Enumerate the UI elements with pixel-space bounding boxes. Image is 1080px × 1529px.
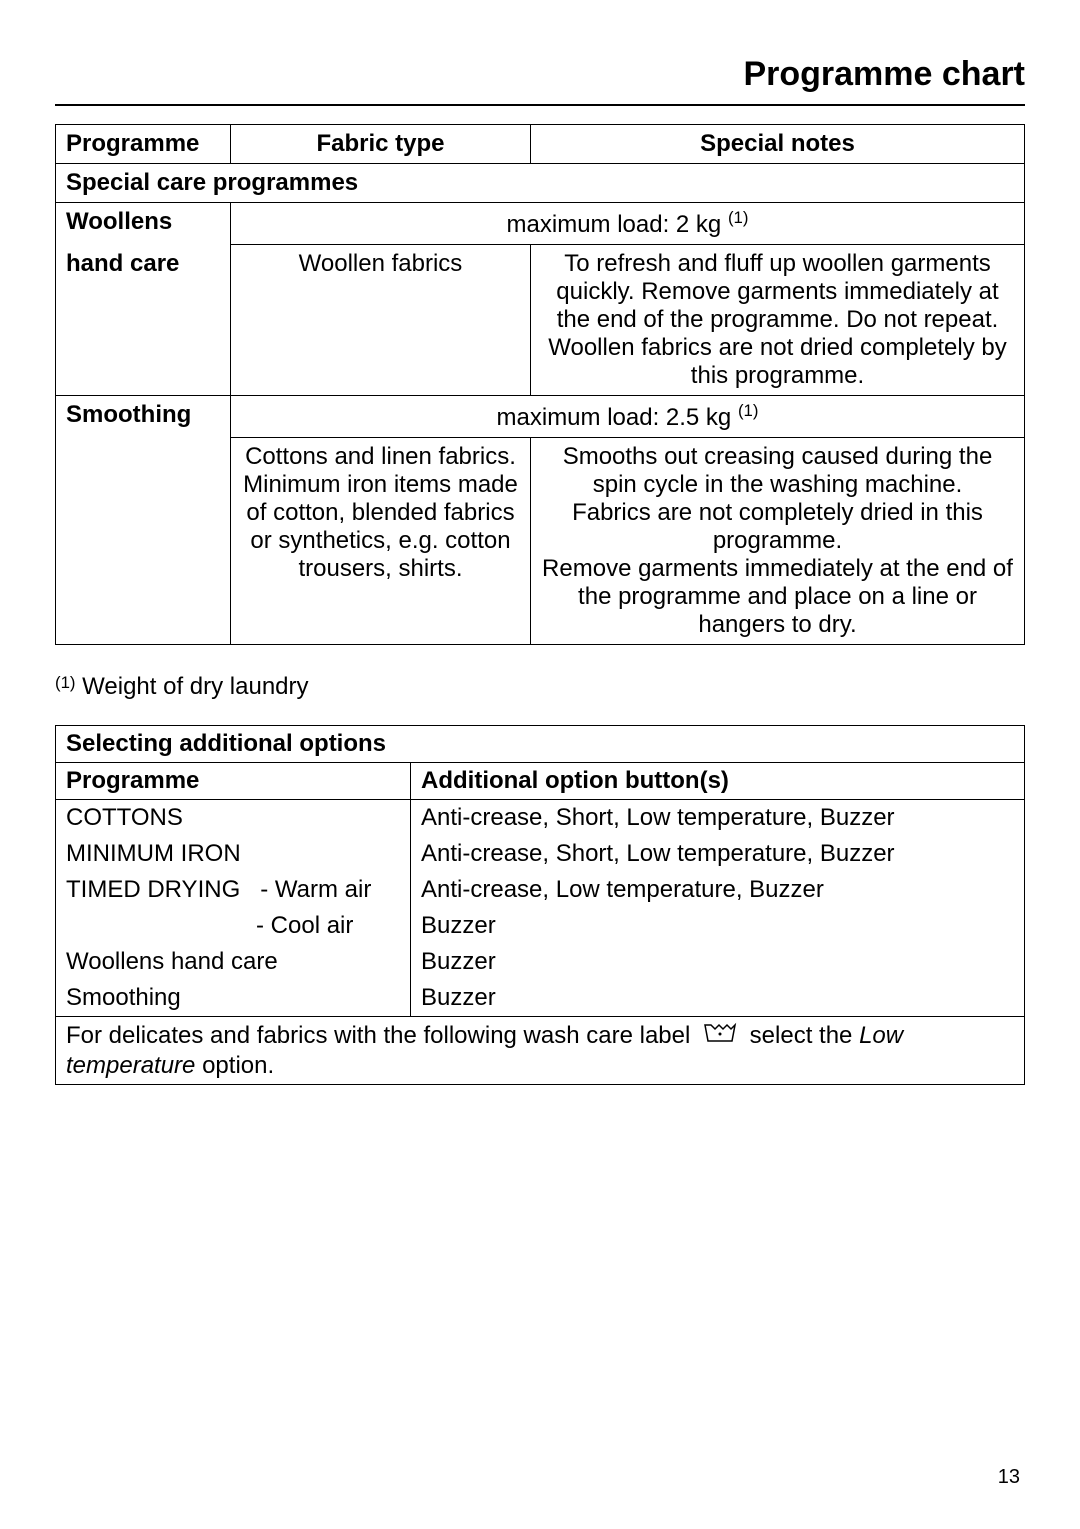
table-row: Smoothing (56, 980, 411, 1017)
table-row: Anti-crease, Short, Low temperature, Buz… (411, 836, 1025, 872)
max-load: maximum load: 2 kg (1) (231, 203, 1025, 245)
table-row: Buzzer (411, 908, 1025, 944)
max-load: maximum load: 2.5 kg (1) (231, 396, 1025, 438)
col-header-programme: Programme (56, 125, 231, 164)
options-col-programme: Programme (56, 763, 411, 800)
programme-chart-table: Programme Fabric type Special notes Spec… (55, 124, 1025, 645)
programme-name-blank (56, 438, 231, 645)
options-title: Selecting additional options (56, 726, 1025, 763)
page-number: 13 (998, 1466, 1020, 1489)
table-row: COTTONS (56, 800, 411, 837)
special-notes: Smooths out creasing caused during the s… (531, 438, 1025, 645)
page-title: Programme chart (55, 55, 1025, 106)
programme-name-cont: hand care (56, 245, 231, 396)
col-header-fabric: Fabric type (231, 125, 531, 164)
table-row: Anti-crease, Short, Low temperature, Buz… (411, 800, 1025, 837)
programme-name: Woollens (56, 203, 231, 245)
options-footer: For delicates and fabrics with the follo… (56, 1017, 1025, 1085)
table-row: Anti-crease, Low temperature, Buzzer (411, 872, 1025, 908)
special-notes: To refresh and fluff up woollen garments… (531, 245, 1025, 396)
table-row: - Cool air (56, 908, 411, 944)
section-header: Special care programmes (56, 164, 1025, 203)
table-row: Buzzer (411, 980, 1025, 1017)
programme-name: Smoothing (56, 396, 231, 438)
fabric-type: Cottons and linen fabrics. Minimum iron … (231, 438, 531, 645)
table-row: TIMED DRYING - Warm air (56, 872, 411, 908)
fabric-type: Woollen fabrics (231, 245, 531, 396)
options-table: Selecting additional options Programme A… (55, 725, 1025, 1085)
col-header-notes: Special notes (531, 125, 1025, 164)
table-row: Woollens hand care (56, 944, 411, 980)
options-col-buttons: Additional option button(s) (411, 763, 1025, 800)
table-row: MINIMUM IRON (56, 836, 411, 872)
table-row: Buzzer (411, 944, 1025, 980)
wash-care-icon (703, 1021, 737, 1052)
footnote: (1) Weight of dry laundry (55, 673, 1025, 701)
